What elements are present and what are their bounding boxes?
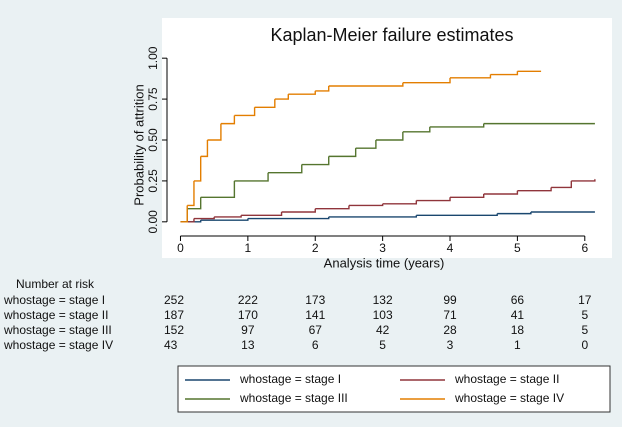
risk-count: 43 [164,338,178,352]
x-tick-label: 5 [514,241,521,255]
step-segment [234,107,256,117]
risk-row-label: whostage = stage II [3,308,108,322]
y-tick-label: 0.50 [146,128,160,152]
y-tick-label: 0.25 [146,169,160,193]
legend-label: whostage = stage III [239,391,348,405]
legend [177,365,611,413]
step-segment [187,180,195,207]
risk-count: 132 [373,293,393,307]
risk-row-label: whostage = stage IV [3,338,113,352]
step-segment [483,190,519,195]
risk-count: 6 [312,338,319,352]
legend-label: whostage = stage II [454,372,559,386]
risk-count: 152 [164,323,184,337]
step-segment [416,197,451,202]
step-segment [328,148,357,158]
step-segment [200,180,236,198]
step-segment [402,77,451,84]
risk-count: 67 [309,323,323,337]
step-segment [429,123,485,128]
x-tick-label: 3 [379,241,386,255]
plot-background [162,18,612,258]
step-segment [517,187,552,192]
x-tick-label: 1 [245,241,252,255]
y-axis-label: Probability of attrition [131,84,146,205]
risk-count: 0 [581,338,588,352]
risk-count: 3 [447,338,454,352]
step-segment [241,212,283,216]
step-segment [450,74,492,79]
step-segment [315,205,350,210]
legend-label: whostage = stage I [239,372,341,386]
step-segment [207,123,222,141]
risk-row-label: whostage = stage I [3,293,105,307]
step-segment [193,216,215,220]
x-tick-label: 0 [177,241,184,255]
step-segment [450,194,485,198]
step-segment [247,216,330,220]
step-segment [274,94,289,100]
risk-count: 42 [376,323,390,337]
step-segment [328,82,404,87]
risk-count: 66 [511,293,525,307]
risk-count: 5 [581,308,588,322]
risk-count: 97 [241,323,255,337]
risk-count: 99 [443,293,457,307]
risk-count: 17 [578,293,592,307]
step-segment [551,180,573,189]
x-tick-label: 6 [581,241,588,255]
step-segment [281,208,316,213]
risk-count: 28 [443,323,457,337]
step-segment [254,99,276,108]
step-segment [288,90,316,95]
y-tick-label: 0.00 [146,210,160,234]
risk-count: 18 [511,323,525,337]
step-segment [193,156,202,182]
risk-count: 13 [241,338,255,352]
risk-count: 5 [379,338,386,352]
step-segment [375,131,404,141]
step-segment [214,215,242,218]
risk-row-label: whostage = stage III [3,323,112,337]
step-segment [382,200,418,205]
x-axis-label: Analysis time (years) [324,255,445,270]
risk-count: 222 [238,293,258,307]
step-segment [490,71,519,76]
risk-count: 173 [305,293,325,307]
risk-count: 252 [164,293,184,307]
risk-count: 1 [514,338,521,352]
step-segment [571,179,596,182]
step-segment [234,172,269,182]
step-segment [301,156,330,166]
y-tick-label: 0.75 [146,87,160,111]
risk-count: 141 [305,308,325,322]
x-tick-label: 4 [447,241,454,255]
step-segment [402,126,431,133]
risk-count: 41 [511,308,525,322]
step-segment [220,115,236,125]
step-segment [268,164,303,174]
legend-label: whostage = stage IV [454,391,564,405]
chart-title: Kaplan-Meier failure estimates [270,25,513,45]
risk-count: 187 [164,308,184,322]
step-segment [315,86,330,92]
step-segment [200,140,209,158]
step-segment [328,215,418,218]
step-segment [180,205,188,223]
risk-count: 5 [581,323,588,337]
risk-count: 170 [238,308,258,322]
x-tick-label: 2 [312,241,319,255]
risk-count: 71 [443,308,457,322]
y-tick-label: 1.00 [146,46,160,70]
risk-table-title: Number at risk [16,277,95,291]
risk-count: 103 [373,308,393,322]
step-segment [187,197,202,210]
step-segment [355,140,377,149]
